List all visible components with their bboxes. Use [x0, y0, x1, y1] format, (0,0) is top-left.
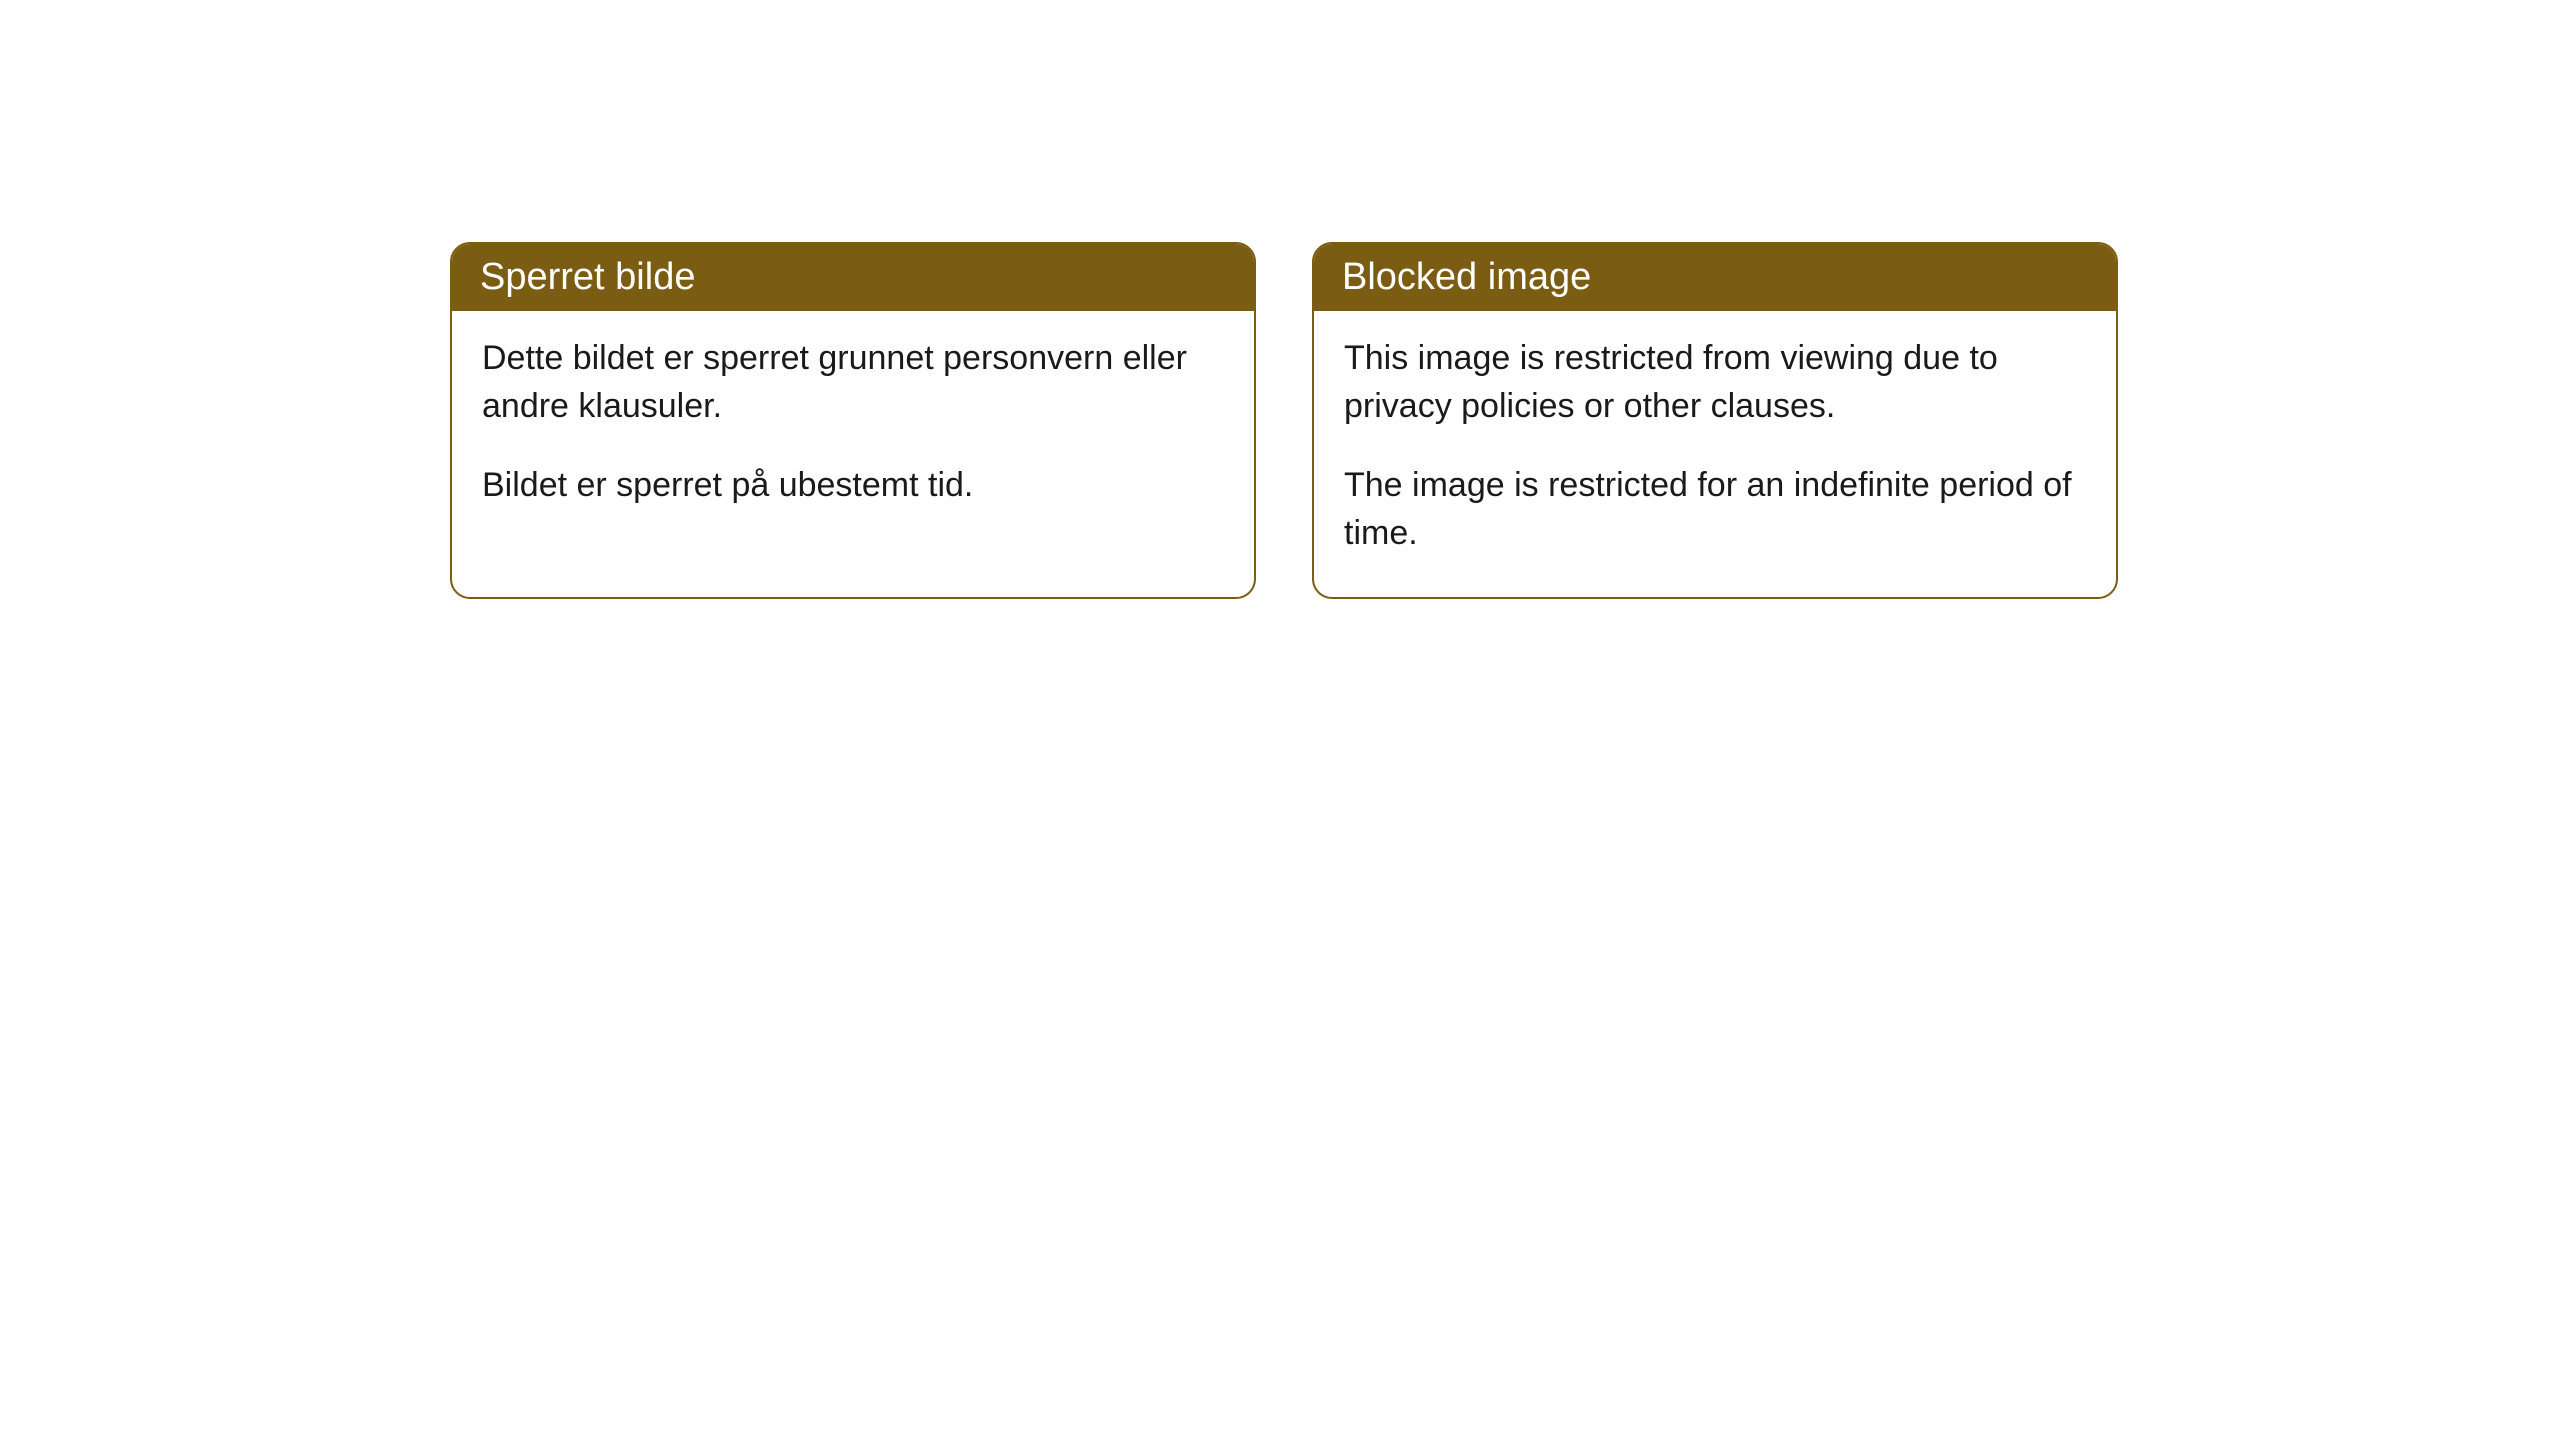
notice-cards-container: Sperret bilde Dette bildet er sperret gr…	[450, 242, 2118, 599]
notice-card-english: Blocked image This image is restricted f…	[1312, 242, 2118, 599]
notice-text-paragraph-2: Bildet er sperret på ubestemt tid.	[482, 462, 1224, 510]
card-header-english: Blocked image	[1314, 244, 2116, 311]
notice-text-paragraph-1: This image is restricted from viewing du…	[1344, 335, 2086, 430]
notice-card-norwegian: Sperret bilde Dette bildet er sperret gr…	[450, 242, 1256, 599]
card-body-norwegian: Dette bildet er sperret grunnet personve…	[452, 311, 1254, 550]
card-body-english: This image is restricted from viewing du…	[1314, 311, 2116, 597]
notice-text-paragraph-2: The image is restricted for an indefinit…	[1344, 462, 2086, 557]
notice-text-paragraph-1: Dette bildet er sperret grunnet personve…	[482, 335, 1224, 430]
card-header-norwegian: Sperret bilde	[452, 244, 1254, 311]
